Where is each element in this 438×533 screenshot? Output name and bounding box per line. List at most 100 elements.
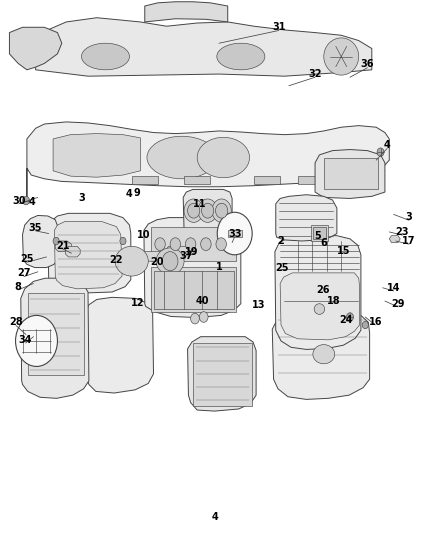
Polygon shape — [22, 215, 58, 268]
Text: 40: 40 — [196, 296, 209, 306]
Text: 33: 33 — [228, 229, 241, 239]
Text: 35: 35 — [29, 223, 42, 233]
Text: 21: 21 — [56, 241, 70, 251]
Ellipse shape — [147, 136, 217, 179]
Text: 37: 37 — [180, 251, 193, 261]
Bar — [254, 176, 280, 184]
Text: 16: 16 — [368, 317, 382, 327]
Text: 26: 26 — [316, 286, 330, 295]
Text: 4: 4 — [126, 189, 133, 199]
Polygon shape — [389, 236, 400, 243]
Ellipse shape — [15, 316, 57, 367]
Text: 9: 9 — [134, 188, 140, 198]
Text: 20: 20 — [150, 257, 164, 267]
Text: 11: 11 — [193, 199, 206, 209]
Polygon shape — [275, 235, 361, 350]
Text: 8: 8 — [15, 282, 21, 292]
Text: 29: 29 — [391, 298, 405, 309]
Polygon shape — [10, 27, 62, 70]
Ellipse shape — [199, 312, 208, 322]
Polygon shape — [272, 312, 370, 399]
Ellipse shape — [155, 238, 165, 251]
Ellipse shape — [377, 148, 384, 157]
Ellipse shape — [197, 138, 250, 177]
Ellipse shape — [162, 252, 178, 271]
Ellipse shape — [198, 199, 217, 222]
Polygon shape — [280, 273, 360, 340]
Polygon shape — [187, 337, 256, 411]
Ellipse shape — [81, 43, 130, 70]
Bar — [132, 176, 158, 184]
Text: 4: 4 — [29, 197, 35, 207]
Polygon shape — [166, 246, 196, 256]
Ellipse shape — [156, 248, 184, 274]
Polygon shape — [315, 150, 385, 198]
Ellipse shape — [215, 203, 228, 218]
Text: 28: 28 — [9, 317, 23, 327]
Text: 22: 22 — [110, 255, 123, 264]
Text: 32: 32 — [308, 69, 322, 79]
Bar — [151, 266, 237, 312]
Text: 6: 6 — [321, 238, 327, 247]
Text: 5: 5 — [314, 231, 321, 241]
Polygon shape — [183, 189, 232, 237]
Bar — [313, 227, 326, 239]
Bar — [324, 158, 378, 189]
Ellipse shape — [362, 321, 368, 329]
Polygon shape — [145, 2, 228, 22]
Ellipse shape — [313, 345, 335, 364]
Polygon shape — [120, 252, 166, 261]
Text: 2: 2 — [277, 236, 283, 246]
Ellipse shape — [216, 238, 226, 251]
Text: 10: 10 — [137, 230, 150, 240]
Polygon shape — [85, 297, 153, 393]
Polygon shape — [144, 217, 241, 318]
Ellipse shape — [201, 203, 214, 218]
Ellipse shape — [184, 199, 203, 222]
Ellipse shape — [53, 237, 59, 245]
Text: 15: 15 — [337, 246, 350, 255]
Text: 1: 1 — [215, 262, 223, 271]
Polygon shape — [35, 18, 372, 76]
Text: 4: 4 — [211, 512, 218, 522]
Text: 14: 14 — [387, 283, 400, 293]
Text: 19: 19 — [185, 247, 198, 256]
Bar — [184, 176, 210, 184]
Text: 34: 34 — [19, 335, 32, 345]
Text: 3: 3 — [406, 212, 412, 222]
Bar — [297, 176, 324, 184]
Bar — [311, 225, 328, 241]
Text: 17: 17 — [402, 236, 416, 246]
Bar — [153, 271, 234, 309]
Text: 25: 25 — [20, 254, 34, 264]
Polygon shape — [48, 213, 131, 293]
Text: 3: 3 — [78, 193, 85, 204]
Bar — [151, 227, 237, 261]
Ellipse shape — [314, 304, 325, 314]
Polygon shape — [276, 195, 337, 241]
Polygon shape — [54, 221, 122, 289]
Text: 24: 24 — [339, 314, 352, 325]
Ellipse shape — [212, 199, 231, 222]
Ellipse shape — [191, 313, 199, 324]
Bar — [28, 293, 84, 375]
Polygon shape — [65, 246, 80, 257]
Ellipse shape — [346, 313, 353, 321]
Bar — [228, 230, 242, 237]
Text: 30: 30 — [12, 196, 26, 206]
Ellipse shape — [187, 203, 200, 218]
Text: 23: 23 — [396, 227, 409, 237]
Text: 12: 12 — [131, 297, 144, 308]
Polygon shape — [55, 241, 71, 252]
Ellipse shape — [22, 196, 29, 205]
Text: 18: 18 — [327, 296, 340, 306]
Ellipse shape — [324, 38, 359, 75]
Text: 13: 13 — [251, 300, 265, 310]
Ellipse shape — [115, 246, 148, 276]
Text: 36: 36 — [361, 60, 374, 69]
Text: 25: 25 — [276, 263, 289, 272]
Ellipse shape — [120, 237, 126, 245]
Polygon shape — [53, 134, 141, 177]
Ellipse shape — [217, 212, 252, 255]
Text: 4: 4 — [384, 140, 390, 150]
